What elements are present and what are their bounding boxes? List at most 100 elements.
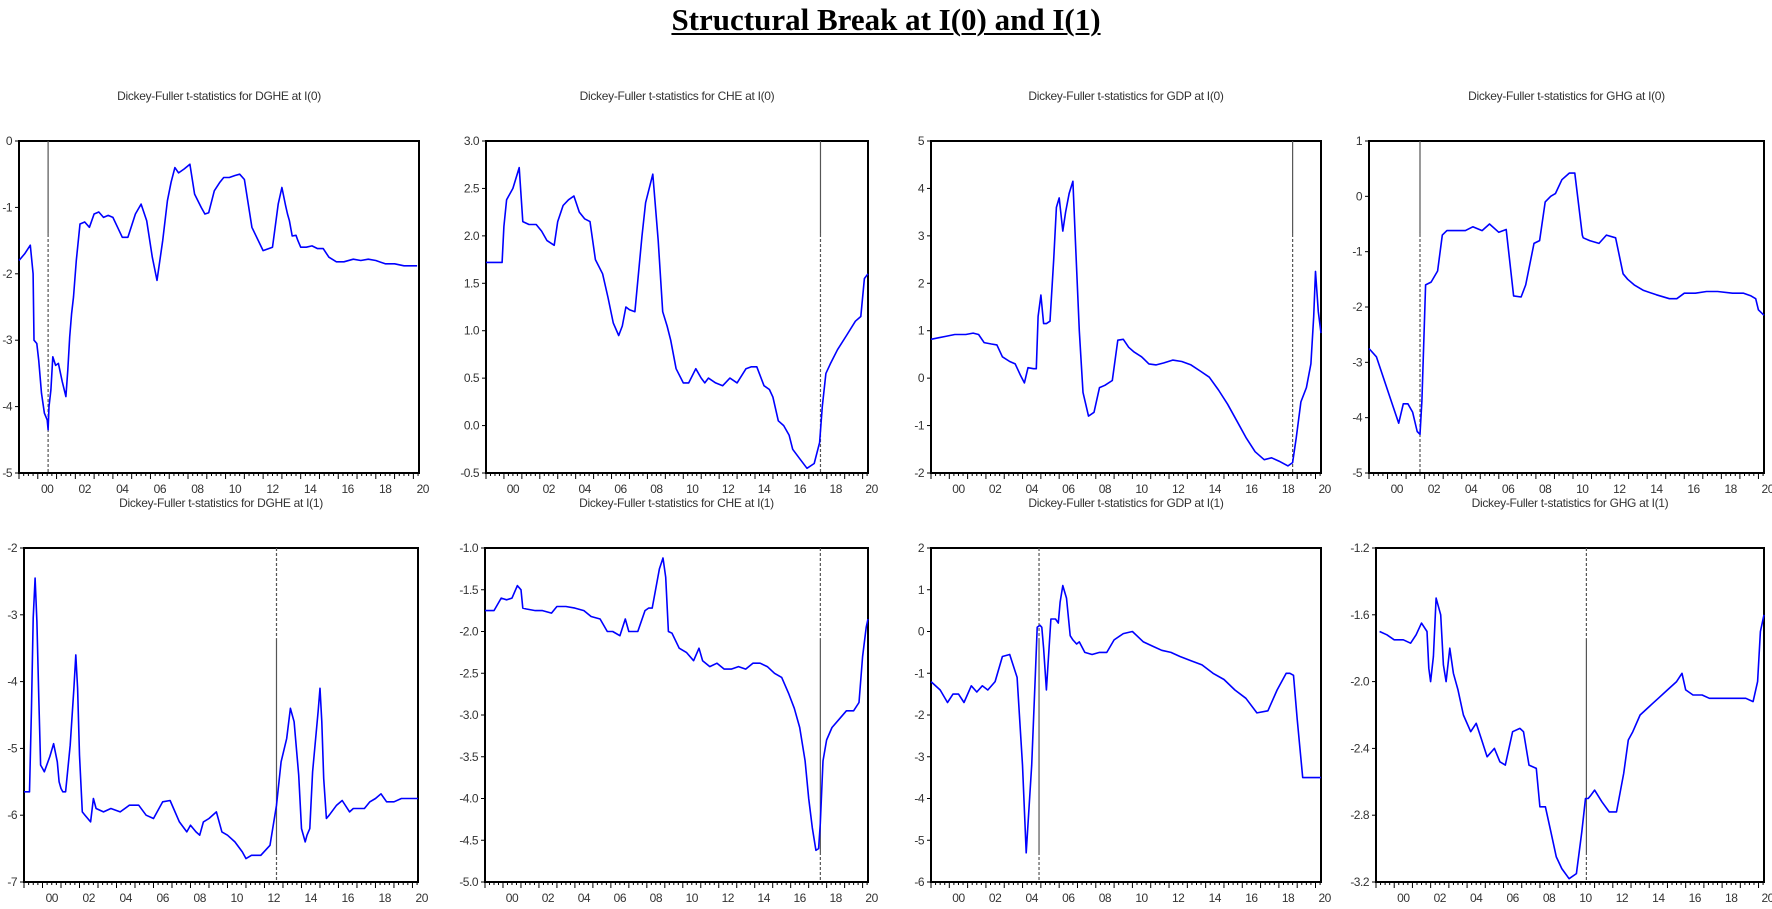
y-tick-label: -3 bbox=[7, 608, 17, 622]
figure-title: Structural Break at I(0) and I(1) bbox=[0, 2, 1772, 38]
y-tick-label: -5 bbox=[1352, 466, 1362, 480]
x-tick-label: 04 bbox=[1026, 482, 1039, 496]
x-tick-label: 16 bbox=[1689, 891, 1702, 905]
x-tick-label: 14 bbox=[1650, 482, 1663, 496]
y-tick-label: -2 bbox=[2, 267, 12, 281]
panel-ghg-i0: Dickey-Fuller t-statistics for GHG at I(… bbox=[1352, 89, 1772, 496]
x-tick-label: 06 bbox=[1502, 482, 1515, 496]
panel-che-i1: Dickey-Fuller t-statistics for CHE at I(… bbox=[459, 496, 879, 905]
x-tick-label: 16 bbox=[794, 482, 807, 496]
x-tick-label: 00 bbox=[952, 891, 965, 905]
x-tick-label: 02 bbox=[989, 482, 1002, 496]
x-tick-label: 08 bbox=[1539, 482, 1552, 496]
y-tick-label: -4 bbox=[7, 675, 17, 689]
x-tick-label: 12 bbox=[1613, 482, 1626, 496]
plot-frame bbox=[485, 140, 869, 474]
x-tick-label: 16 bbox=[341, 482, 354, 496]
x-tick-label: 10 bbox=[686, 891, 699, 905]
y-tick-label: 1.0 bbox=[464, 324, 480, 338]
y-tick-label: -3.2 bbox=[1350, 875, 1370, 889]
x-tick-label: 08 bbox=[650, 891, 663, 905]
x-tick-label: 02 bbox=[79, 482, 92, 496]
x-tick-label: 06 bbox=[1506, 891, 1519, 905]
y-tick-label: -2 bbox=[7, 541, 17, 555]
x-tick-label: 12 bbox=[1172, 891, 1185, 905]
x-tick-label: 12 bbox=[722, 482, 735, 496]
x-tick-label: 14 bbox=[758, 482, 771, 496]
y-tick-label: -2.5 bbox=[459, 666, 479, 680]
panel-dghe-i0: Dickey-Fuller t-statistics for DGHE at I… bbox=[2, 89, 430, 496]
x-tick-label: 16 bbox=[1245, 891, 1258, 905]
panel-ghg-i1: Dickey-Fuller t-statistics for GHG at I(… bbox=[1350, 496, 1772, 905]
panel-title: Dickey-Fuller t-statistics for DGHE at I… bbox=[119, 496, 323, 510]
x-tick-label: 18 bbox=[379, 482, 392, 496]
t-statistic-series bbox=[1379, 597, 1765, 880]
y-tick-label: -4 bbox=[1352, 411, 1362, 425]
t-statistic-series bbox=[930, 180, 1322, 467]
y-tick-label: -2.0 bbox=[459, 625, 479, 639]
x-tick-label: 08 bbox=[1543, 891, 1556, 905]
y-tick-label: -5 bbox=[2, 466, 12, 480]
x-tick-label: 20 bbox=[1318, 891, 1331, 905]
x-tick-label: 10 bbox=[1579, 891, 1592, 905]
y-tick-label: -1 bbox=[914, 666, 924, 680]
plot-frame bbox=[930, 547, 1322, 883]
x-tick-label: 00 bbox=[507, 482, 520, 496]
t-statistic-series bbox=[18, 163, 418, 431]
y-tick-label: -5 bbox=[914, 833, 924, 847]
x-tick-label: 06 bbox=[154, 482, 167, 496]
y-tick-label: 3 bbox=[918, 229, 925, 243]
y-tick-label: 0 bbox=[1356, 189, 1363, 203]
x-tick-label: 14 bbox=[1652, 891, 1665, 905]
x-tick-label: 04 bbox=[578, 482, 591, 496]
y-tick-label: -1.2 bbox=[1350, 541, 1370, 555]
x-tick-label: 18 bbox=[1725, 891, 1738, 905]
x-tick-label: 12 bbox=[1616, 891, 1629, 905]
y-tick-label: 0 bbox=[6, 134, 13, 148]
plot-frame bbox=[484, 547, 869, 883]
x-tick-label: 02 bbox=[543, 482, 556, 496]
y-tick-label: -5.0 bbox=[459, 875, 479, 889]
y-tick-label: -4 bbox=[2, 400, 12, 414]
x-tick-label: 20 bbox=[416, 891, 429, 905]
y-tick-label: 1 bbox=[918, 324, 925, 338]
x-tick-label: 20 bbox=[1762, 482, 1772, 496]
panel-title: Dickey-Fuller t-statistics for GHG at I(… bbox=[1472, 496, 1669, 510]
y-tick-label: -6 bbox=[7, 808, 17, 822]
x-tick-label: 18 bbox=[1724, 482, 1737, 496]
panel-gdp-i0: Dickey-Fuller t-statistics for GDP at I(… bbox=[914, 89, 1332, 496]
y-tick-label: -1.6 bbox=[1350, 608, 1370, 622]
x-tick-label: 02 bbox=[542, 891, 555, 905]
y-tick-label: 1 bbox=[918, 583, 925, 597]
y-tick-label: -4.0 bbox=[459, 792, 479, 806]
panel-che-i0: Dickey-Fuller t-statistics for CHE at I(… bbox=[460, 89, 879, 496]
x-tick-label: 16 bbox=[342, 891, 355, 905]
x-tick-label: 10 bbox=[1135, 891, 1148, 905]
x-tick-label: 08 bbox=[191, 482, 204, 496]
x-tick-label: 18 bbox=[379, 891, 392, 905]
y-tick-label: -6 bbox=[914, 875, 924, 889]
x-tick-label: 06 bbox=[614, 891, 627, 905]
y-tick-label: -1 bbox=[2, 200, 12, 214]
y-tick-label: 1 bbox=[1356, 134, 1363, 148]
y-tick-label: -2.4 bbox=[1350, 741, 1370, 755]
x-tick-label: 08 bbox=[194, 891, 207, 905]
panel-title: Dickey-Fuller t-statistics for GDP at I(… bbox=[1028, 89, 1224, 103]
y-tick-label: 0.0 bbox=[464, 419, 480, 433]
y-tick-label: -5 bbox=[7, 741, 17, 755]
panel-gdp-i1: Dickey-Fuller t-statistics for GDP at I(… bbox=[914, 496, 1332, 905]
x-tick-label: 00 bbox=[506, 891, 519, 905]
y-tick-label: 2 bbox=[918, 276, 925, 290]
y-tick-label: 0.5 bbox=[464, 371, 480, 385]
y-tick-label: -3 bbox=[914, 750, 924, 764]
t-statistic-series bbox=[485, 557, 869, 852]
x-tick-label: 16 bbox=[793, 891, 806, 905]
panel-title: Dickey-Fuller t-statistics for GDP at I(… bbox=[1028, 496, 1224, 510]
x-tick-label: 12 bbox=[266, 482, 279, 496]
t-statistic-series bbox=[24, 577, 418, 860]
t-statistic-series bbox=[1368, 172, 1765, 436]
x-tick-label: 10 bbox=[686, 482, 699, 496]
x-tick-label: 00 bbox=[1391, 482, 1404, 496]
x-tick-label: 10 bbox=[231, 891, 244, 905]
